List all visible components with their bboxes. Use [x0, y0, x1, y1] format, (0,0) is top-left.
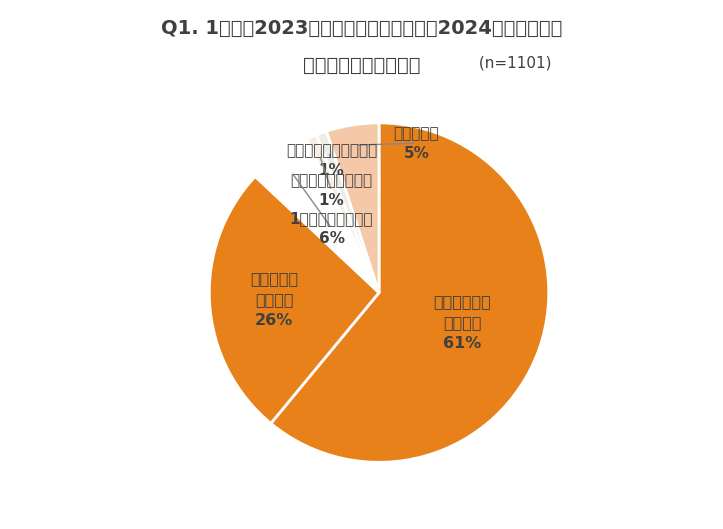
Text: (n=1101): (n=1101)	[474, 56, 551, 70]
Wedge shape	[317, 131, 379, 293]
Text: やや物価が
あがった
26%: やや物価が あがった 26%	[250, 271, 298, 327]
Text: やや物価が下がった
1%: やや物価が下がった 1%	[291, 174, 372, 208]
Text: かなり物価が
あがった
61%: かなり物価が あがった 61%	[433, 294, 491, 351]
Text: かなり物価が下がった
1%: かなり物価が下がった 1%	[286, 143, 377, 178]
Wedge shape	[307, 135, 379, 293]
Wedge shape	[271, 123, 549, 462]
Wedge shape	[255, 139, 379, 293]
Text: どのように感じますか: どのように感じますか	[303, 56, 420, 75]
Text: 分からない
5%: 分からない 5%	[393, 126, 439, 161]
Text: Q1. 1年前（2023年）と比較して、今年（2024年）の物価を: Q1. 1年前（2023年）と比較して、今年（2024年）の物価を	[161, 19, 562, 38]
Wedge shape	[327, 123, 379, 293]
Wedge shape	[209, 176, 379, 423]
Text: 1年前と変わらない
6%: 1年前と変わらない 6%	[290, 211, 373, 245]
